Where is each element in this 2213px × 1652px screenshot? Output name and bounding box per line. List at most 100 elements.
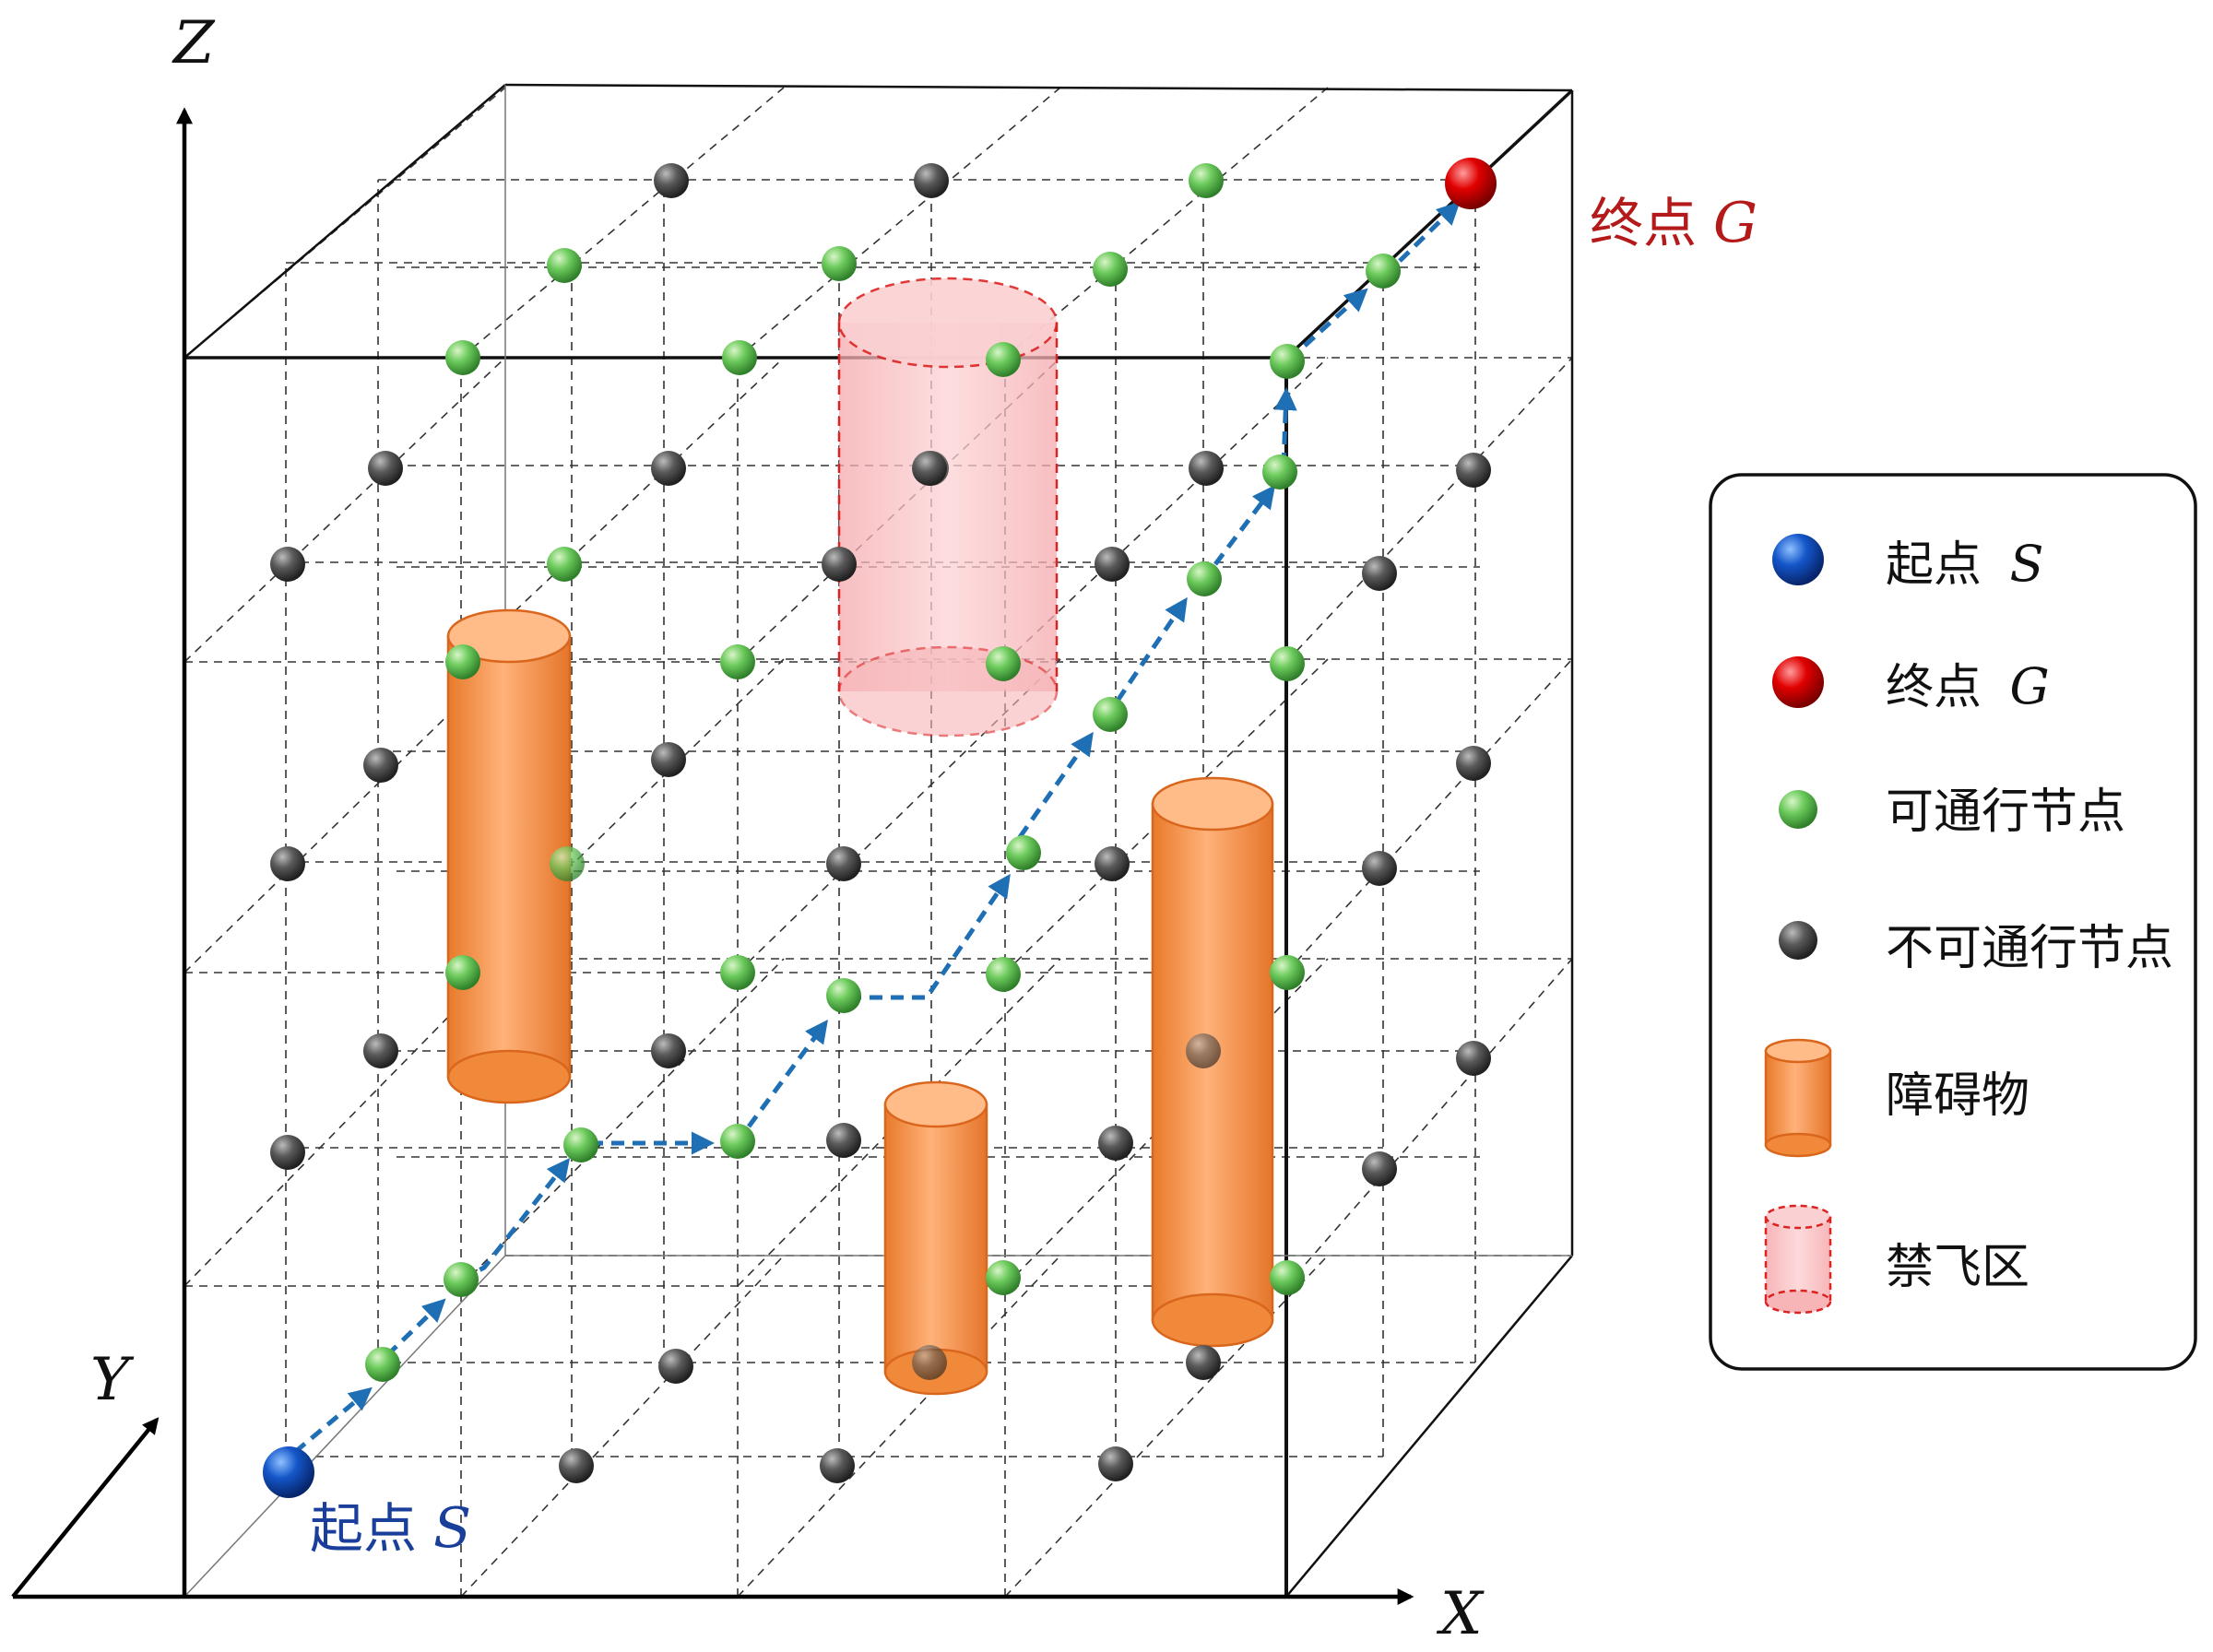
legend-box <box>1709 473 2197 1371</box>
passable-node <box>1006 835 1041 870</box>
impassable-node <box>1456 453 1491 488</box>
legend: 起点 S 终点 G 可通行节点 不可通行节点 障碍物 <box>1709 473 2197 1371</box>
impassable-node <box>822 547 857 582</box>
passable-node <box>1366 254 1401 289</box>
impassable-node <box>1456 1041 1491 1076</box>
passable-node <box>720 1124 755 1159</box>
passable-node <box>563 1127 598 1162</box>
legend-goal-swatch <box>1772 656 1824 708</box>
start-label-var: S <box>433 1496 471 1561</box>
legend-start-text: 起点 <box>1886 537 1982 593</box>
impassable-node <box>654 163 689 198</box>
passable-node <box>550 846 585 881</box>
impassable-node <box>1095 547 1130 582</box>
passable-node <box>1093 697 1128 732</box>
start-label-text: 起点 <box>310 1497 417 1560</box>
passable-node <box>445 955 480 990</box>
impassable-node <box>912 1345 947 1380</box>
goal-label-var: G <box>1713 191 1757 255</box>
passable-node <box>445 340 480 375</box>
passable-node <box>445 644 480 679</box>
impassable-node <box>914 451 949 486</box>
impassable-nodes <box>270 163 1491 1483</box>
passable-node <box>444 1262 479 1297</box>
legend-item-no-fly: 禁飞区 <box>1764 1204 2030 1315</box>
passable-node <box>547 248 582 283</box>
impassable-node <box>820 1448 855 1483</box>
impassable-node <box>1456 746 1491 781</box>
legend-item-start: 起点 S <box>1772 534 2044 593</box>
passable-node <box>720 955 755 990</box>
passable-node <box>986 342 1021 377</box>
impassable-node <box>1362 851 1397 886</box>
passable-node <box>986 957 1021 992</box>
impassable-node <box>651 451 686 486</box>
impassable-node <box>1362 1151 1397 1186</box>
legend-item-goal: 终点 G <box>1772 656 2050 715</box>
passable-node <box>1093 252 1128 287</box>
passable-node <box>1270 1260 1305 1295</box>
legend-start-var: S <box>2010 535 2044 593</box>
legend-passable-text: 可通行节点 <box>1886 785 2125 840</box>
impassable-node <box>270 846 305 881</box>
passable-node <box>1189 163 1224 198</box>
axes <box>11 107 1414 1605</box>
impassable-node <box>826 1123 861 1158</box>
legend-no-fly-swatch <box>1764 1204 1832 1315</box>
legend-impassable-text: 不可通行节点 <box>1886 921 2173 976</box>
legend-goal-text: 终点 <box>1886 660 1982 715</box>
passable-node <box>822 246 857 281</box>
impassable-node <box>1098 1446 1133 1481</box>
impassable-node <box>1186 1345 1221 1380</box>
legend-impassable-swatch <box>1779 921 1817 960</box>
impassable-node <box>826 846 861 881</box>
impassable-node <box>1189 451 1224 486</box>
passable-nodes <box>365 163 1401 1382</box>
impassable-node <box>363 748 398 783</box>
legend-no-fly-text: 禁飞区 <box>1886 1240 2030 1295</box>
impassable-node <box>651 1033 686 1068</box>
legend-item-passable: 可通行节点 <box>1779 785 2125 840</box>
passable-node <box>1270 344 1305 379</box>
impassable-node <box>1098 1126 1133 1161</box>
start-node <box>263 1446 314 1498</box>
impassable-node <box>270 547 305 582</box>
passable-node <box>547 547 582 582</box>
legend-start-swatch <box>1772 534 1824 585</box>
impassable-node <box>363 1033 398 1068</box>
passable-node <box>720 644 755 679</box>
obstacle-2 <box>883 1080 988 1396</box>
z-axis-label: Z <box>172 9 216 77</box>
impassable-node <box>368 451 403 486</box>
svg-text:终点 G: 终点 G <box>1886 657 2050 715</box>
passable-node <box>986 1260 1021 1295</box>
legend-item-obstacle: 障碍物 <box>1764 1038 2030 1158</box>
passable-node <box>1262 454 1297 490</box>
legend-obstacle-swatch <box>1764 1038 1832 1158</box>
impassable-node <box>270 1135 305 1170</box>
passable-node <box>1270 955 1305 990</box>
legend-item-impassable: 不可通行节点 <box>1779 921 2173 976</box>
impassable-node <box>1095 846 1130 881</box>
passable-node <box>826 978 861 1013</box>
passable-node <box>1187 561 1222 596</box>
svg-text:起点 S: 起点 S <box>1886 535 2044 593</box>
impassable-node <box>559 1448 594 1483</box>
y-axis-label: Y <box>90 1346 135 1414</box>
passable-node <box>1270 646 1305 681</box>
impassable-node <box>1186 1033 1221 1068</box>
passable-node <box>722 340 757 375</box>
impassable-node <box>914 163 949 198</box>
passable-node <box>986 646 1021 681</box>
legend-goal-var: G <box>2010 657 2050 715</box>
goal-node <box>1445 158 1497 209</box>
impassable-node <box>1362 556 1397 591</box>
no-fly-zone <box>837 277 1059 738</box>
legend-obstacle-text: 障碍物 <box>1886 1068 2030 1124</box>
x-axis-label: X <box>1436 1580 1485 1648</box>
goal-label: 终点 G <box>1590 191 1757 255</box>
goal-label-text: 终点 <box>1590 192 1697 254</box>
impassable-node <box>651 742 686 777</box>
obstacle-1 <box>446 608 572 1104</box>
